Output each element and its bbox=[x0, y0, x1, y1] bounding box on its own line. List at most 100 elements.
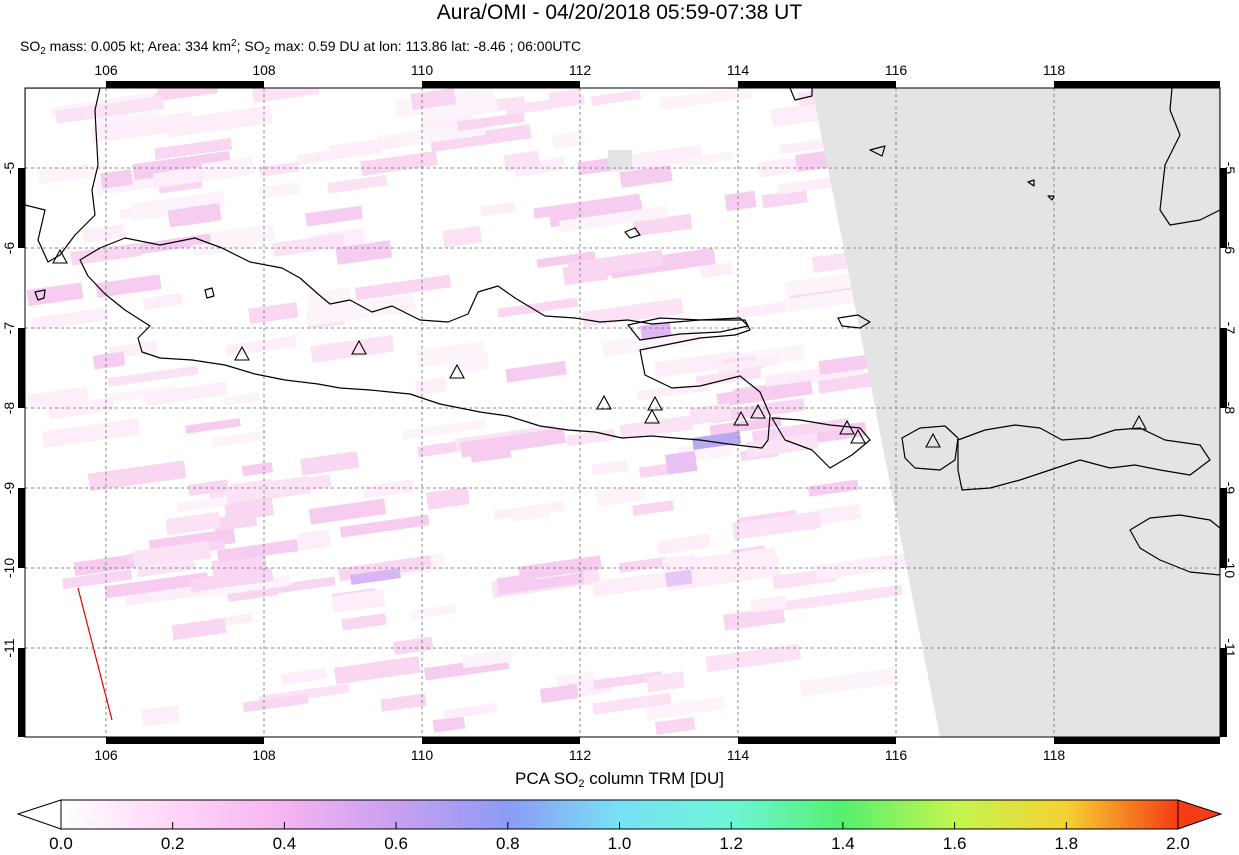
scale-bar-bottom bbox=[1054, 737, 1220, 744]
so2-pixel bbox=[258, 182, 301, 199]
so2-pixel bbox=[533, 193, 641, 219]
so2-pixel bbox=[761, 189, 808, 209]
lat-tick-label-left: -5 bbox=[1, 161, 17, 175]
so2-pixel bbox=[107, 365, 199, 387]
so2-pixel bbox=[672, 546, 778, 579]
so2-pixel bbox=[619, 415, 693, 440]
so2-pixel bbox=[653, 350, 742, 378]
so2-pixel bbox=[633, 213, 693, 237]
colorbar-tick-label: 1.0 bbox=[607, 834, 632, 853]
so2-pixel bbox=[223, 392, 260, 407]
lat-tick-label-left: -10 bbox=[1, 557, 17, 579]
volcano-triangle-icon bbox=[449, 363, 465, 379]
so2-pixel bbox=[402, 419, 487, 440]
so2-pixel bbox=[360, 150, 438, 176]
so2-pixel bbox=[505, 360, 567, 383]
colorbar-tick-label: 0.2 bbox=[160, 834, 185, 853]
so2-pixel bbox=[331, 588, 386, 614]
lon-tick-label-top: 110 bbox=[410, 62, 434, 78]
so2-pixel bbox=[310, 334, 395, 363]
so2-pixel bbox=[497, 297, 579, 318]
so2-pixel bbox=[552, 131, 585, 150]
lat-tick-label-left: -11 bbox=[1, 638, 17, 658]
so2-pixel bbox=[55, 95, 165, 124]
so2-pixel bbox=[73, 553, 142, 576]
so2-pixel bbox=[591, 459, 629, 476]
so2-pixel bbox=[678, 151, 733, 168]
colorbar-tick-marks bbox=[60, 822, 1179, 829]
so2-pixel bbox=[593, 671, 663, 690]
colorbar-tick-label: 0.4 bbox=[272, 834, 297, 853]
so2-pixel bbox=[187, 479, 229, 496]
scale-bar-top bbox=[106, 81, 264, 88]
so2-pixel bbox=[154, 137, 233, 160]
colorbar bbox=[16, 799, 1223, 830]
volcano-triangle-icon bbox=[839, 419, 855, 435]
so2-pixel bbox=[242, 693, 309, 713]
so2-pixel bbox=[609, 144, 703, 174]
so2-pixel bbox=[539, 683, 579, 704]
lat-tick-label-right: -9 bbox=[1222, 481, 1238, 495]
lon-tick-label-bottom: 110 bbox=[410, 747, 434, 763]
bali-coastline bbox=[771, 417, 871, 469]
so2-pixel bbox=[297, 529, 331, 551]
so2-pixel bbox=[601, 327, 703, 357]
so2-pixel bbox=[777, 177, 833, 195]
so2-pixel bbox=[817, 503, 862, 525]
colorbar-tick-label: 2.0 bbox=[1166, 834, 1190, 853]
so2-pixel bbox=[192, 236, 257, 257]
so2-pixel-strong bbox=[692, 431, 742, 450]
so2-pixel bbox=[30, 307, 109, 331]
so2-pixel bbox=[141, 705, 181, 727]
so2-pixel bbox=[430, 124, 532, 153]
so2-pixel bbox=[27, 386, 89, 409]
so2-pixel bbox=[225, 335, 298, 357]
small-islands-north bbox=[34, 145, 1055, 301]
so2-pixel bbox=[745, 432, 819, 459]
karimunjawa-island bbox=[204, 287, 215, 299]
so2-pixel bbox=[91, 111, 194, 144]
so2-pixel bbox=[185, 418, 241, 434]
so2-pixel bbox=[307, 287, 352, 311]
volcano-triangle-icon bbox=[644, 408, 660, 424]
so2-pixel bbox=[393, 636, 434, 655]
red-track-line bbox=[77, 587, 113, 721]
so2-pixel bbox=[211, 430, 269, 448]
volcano-triangle-icon bbox=[234, 345, 250, 361]
so2-pixel bbox=[797, 584, 903, 610]
so2-pixel bbox=[666, 563, 762, 592]
lon-tick-label-top: 106 bbox=[94, 62, 118, 78]
so2-pixel bbox=[568, 249, 664, 279]
scale-bar-top bbox=[1054, 81, 1220, 88]
so2-pixel bbox=[305, 205, 363, 227]
so2-pixel bbox=[595, 484, 647, 507]
coastlines bbox=[25, 88, 1220, 576]
so2-pixel bbox=[414, 377, 447, 396]
so2-pixel bbox=[722, 606, 786, 631]
so2-pixel bbox=[132, 540, 211, 569]
kangean-islands bbox=[837, 314, 871, 329]
so2-pixel bbox=[176, 496, 229, 513]
so2-pixel bbox=[750, 595, 787, 614]
so2-pixel bbox=[646, 671, 685, 693]
scale-bar-right bbox=[1220, 168, 1227, 248]
colorbar-tick-label: 1.4 bbox=[831, 834, 855, 853]
scale-bar-top bbox=[738, 81, 896, 88]
so2-pixel bbox=[426, 487, 470, 510]
no-data-patch bbox=[608, 150, 632, 170]
so2-pixel bbox=[807, 479, 859, 497]
lat-tick-label-right: -6 bbox=[1222, 241, 1238, 255]
sumatra-coastline bbox=[25, 88, 101, 263]
volcano-triangle-icon bbox=[850, 428, 866, 444]
scale-bar-left bbox=[18, 488, 25, 568]
so2-pixel bbox=[815, 551, 920, 581]
so2-pixel bbox=[700, 262, 734, 278]
bawean-island bbox=[624, 227, 641, 239]
so2-pixel bbox=[705, 643, 802, 673]
so2-pixel bbox=[503, 150, 541, 172]
so2-pixel bbox=[362, 479, 415, 499]
so2-pixel bbox=[811, 252, 849, 274]
so2-pixel bbox=[380, 693, 427, 712]
so2-pixel bbox=[724, 190, 757, 212]
volcano-triangle-icon bbox=[750, 403, 766, 419]
